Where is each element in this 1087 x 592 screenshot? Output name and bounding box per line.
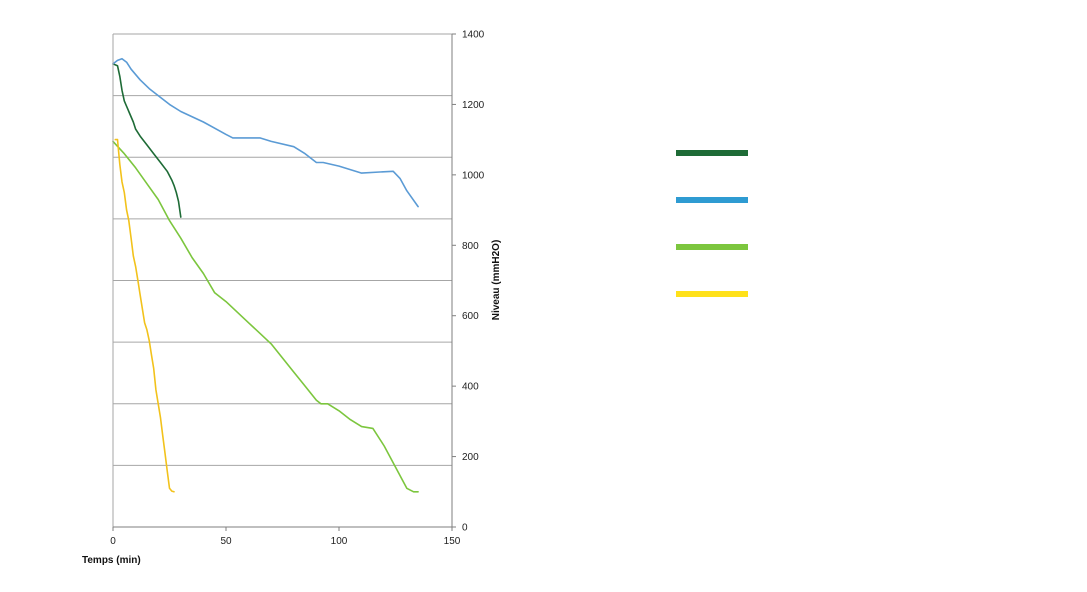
y-tick-label: 1000 xyxy=(462,170,485,181)
series-line-4 xyxy=(114,138,175,493)
gridlines xyxy=(113,33,452,466)
series-layer xyxy=(112,57,419,493)
x-tick-label: 0 xyxy=(110,536,116,547)
x-axis-label: Temps (min) xyxy=(82,555,141,566)
x-tick-label: 50 xyxy=(220,536,232,547)
series-line-3 xyxy=(112,140,419,493)
legend xyxy=(676,150,748,297)
axes xyxy=(112,33,456,531)
y-tick-label: 0 xyxy=(462,523,468,534)
x-tick-label: 150 xyxy=(444,536,461,547)
y-axis-label: Niveau (mmH2O) xyxy=(491,240,502,321)
series-line-2 xyxy=(112,57,419,208)
y-tick-label: 800 xyxy=(462,241,479,252)
y-tick-label: 1400 xyxy=(462,30,485,41)
y-tick-label: 1200 xyxy=(462,100,485,111)
series-line-1 xyxy=(112,63,182,218)
y-tick-label: 600 xyxy=(462,311,479,322)
x-tick-label: 100 xyxy=(331,536,348,547)
y-tick-label: 400 xyxy=(462,382,479,393)
y-tick-label: 200 xyxy=(462,452,479,463)
